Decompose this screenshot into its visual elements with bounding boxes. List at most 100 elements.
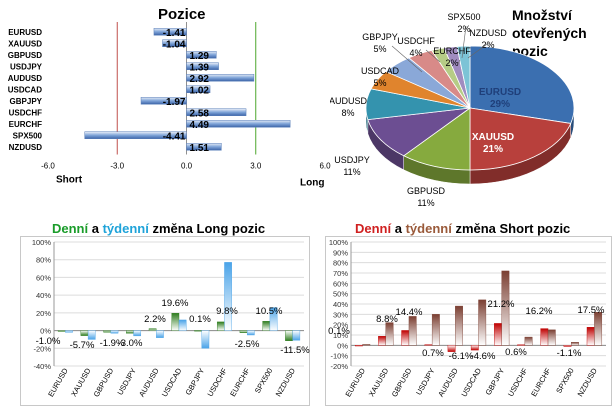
weekly-change-bar [65,330,73,333]
pie-leader-line [461,25,467,59]
x-category-label: GBPUSD [390,366,414,398]
daily-change-bar [424,344,433,346]
x-category-label: GBPJPY [484,367,507,397]
pie-slice-label: USDCHF [397,36,435,46]
position-value-label: 1.02 [190,85,210,96]
daily-change-bar [540,328,549,346]
daily-change-value-label: 0.1% [189,314,211,325]
weekly-change-bar [246,330,255,336]
x-tick-label: 6.0 [319,162,331,171]
weekly-change-bar [524,336,533,346]
daily-change-bar [517,344,526,346]
pie-slice-label: USDJPY [334,155,370,165]
x-tick-label: 0.0 [181,162,193,171]
weekly-change-bar [201,330,210,349]
x-category-label: USDCHF [506,366,530,398]
long-chart-frame [20,236,310,406]
pie-slice-percent: 5% [373,44,386,54]
category-label: AUDUSD [8,74,42,83]
position-bar [186,51,217,59]
short-change-chart: -20%-10% 0%10%20% 30%40%50% 60%70%80% 90%100… [328,238,606,398]
pie-slice [367,107,472,157]
category-label: EURCHF [9,120,42,129]
daily-change-bar [171,313,180,331]
position-bar [84,131,187,139]
x-category-label: NZDUSD [576,366,600,398]
pie-slice-percent: 2% [445,58,458,68]
daily-change-bar [148,328,157,331]
daily-change-value-label: 21.2% [488,299,515,310]
pie-slice-percent: 5% [373,78,386,88]
y-tick-label: 60% [36,273,51,282]
daily-change-bar [354,345,363,347]
pie-slice-label: EURUSD [479,87,521,98]
pie-slice-label: SPX500 [447,12,480,22]
y-tick-label: 0% [337,341,348,350]
short-title-and: a [391,221,406,236]
category-label: GBPUSD [8,51,42,60]
x-category-label: XAUUSD [367,366,391,398]
daily-change-value-label: -2.5% [235,339,260,350]
position-value-label: -1.41 [163,28,186,39]
pie-slice-percent: 2% [457,24,470,34]
pie-leader-line [425,49,441,63]
short-title-weekly: týdenní [405,221,452,236]
long-axis-label: Long [300,178,324,189]
y-tick-label: 90% [333,248,348,257]
x-category-label: USDCHF [205,366,229,398]
daily-change-value-label: -5.7% [70,340,95,351]
position-bar [186,74,255,82]
long-change-chart: -40%-20%0%20%40%60%80%100%EURUSD XAUUSD GB… [32,238,310,398]
daily-change-value-label: 0.1% [328,326,350,337]
pie-leader-line [391,45,423,73]
y-tick-label: 20% [333,321,348,330]
x-category-label: GBPUSD [92,366,116,398]
position-bar [153,28,187,36]
pie-slice-percent: 11% [343,167,360,177]
weekly-change-bar [87,330,96,340]
weekly-change-bar [547,329,556,346]
pie-slice [469,45,575,124]
short-title-rest: změna Short pozic [451,221,571,236]
pie-slice-label: GBPJPY [362,32,398,42]
pie-slice-percent: 4% [409,48,422,58]
pie-slice [469,107,572,171]
short-chart-frame [325,236,612,406]
weekly-change-bar [385,322,394,346]
position-bar [186,85,211,93]
short-change-title: Denní a týdenní změna Short pozic [355,221,570,236]
daily-change-value-label: 19.6% [162,298,189,309]
daily-change-bar [194,330,202,332]
x-category-label: XAUUSD [69,366,93,398]
daily-change-bar [586,327,595,346]
x-tick-label: 3.0 [250,162,262,171]
category-label: NZDUSD [9,143,43,152]
positions-chart: EURUSD -1.41 XAUUSD -1.04 GBPUSD 1.29 USDJPY 1.… [8,22,331,189]
pie-slice-percent: 29% [490,99,510,110]
pie-slice-label: GBPUSD [407,186,446,196]
long-title-daily: Denní [52,221,89,236]
daily-change-value-label: 10.5% [256,306,283,317]
daily-change-value-label: -11.5% [280,345,310,356]
x-category-label: USDCAD [459,366,483,398]
daily-change-value-label: -1.9% [100,338,125,349]
x-category-label: AUDUSD [436,366,460,398]
x-category-label: GBPJPY [184,367,207,397]
category-label: SPX500 [13,131,43,140]
daily-change-bar [563,345,572,347]
pie-title-line-1: Množství [512,7,572,23]
pie-slice-label: NZDUSD [469,28,507,38]
category-label: XAUUSD [8,39,42,48]
pie-leader-line [467,41,491,59]
daily-change-bar [401,330,410,346]
y-tick-label: -10% [330,352,348,361]
daily-change-bar [126,330,134,334]
x-category-label: SPX500 [253,367,275,395]
pie-slice-label: XAUUSD [472,132,514,143]
x-category-label: SPX500 [554,367,576,395]
daily-change-value-label: 9.8% [216,306,238,317]
daily-change-value-label: 2.2% [144,314,166,325]
daily-change-value-label: 8.8% [376,314,398,325]
y-tick-label: 10% [333,331,348,340]
